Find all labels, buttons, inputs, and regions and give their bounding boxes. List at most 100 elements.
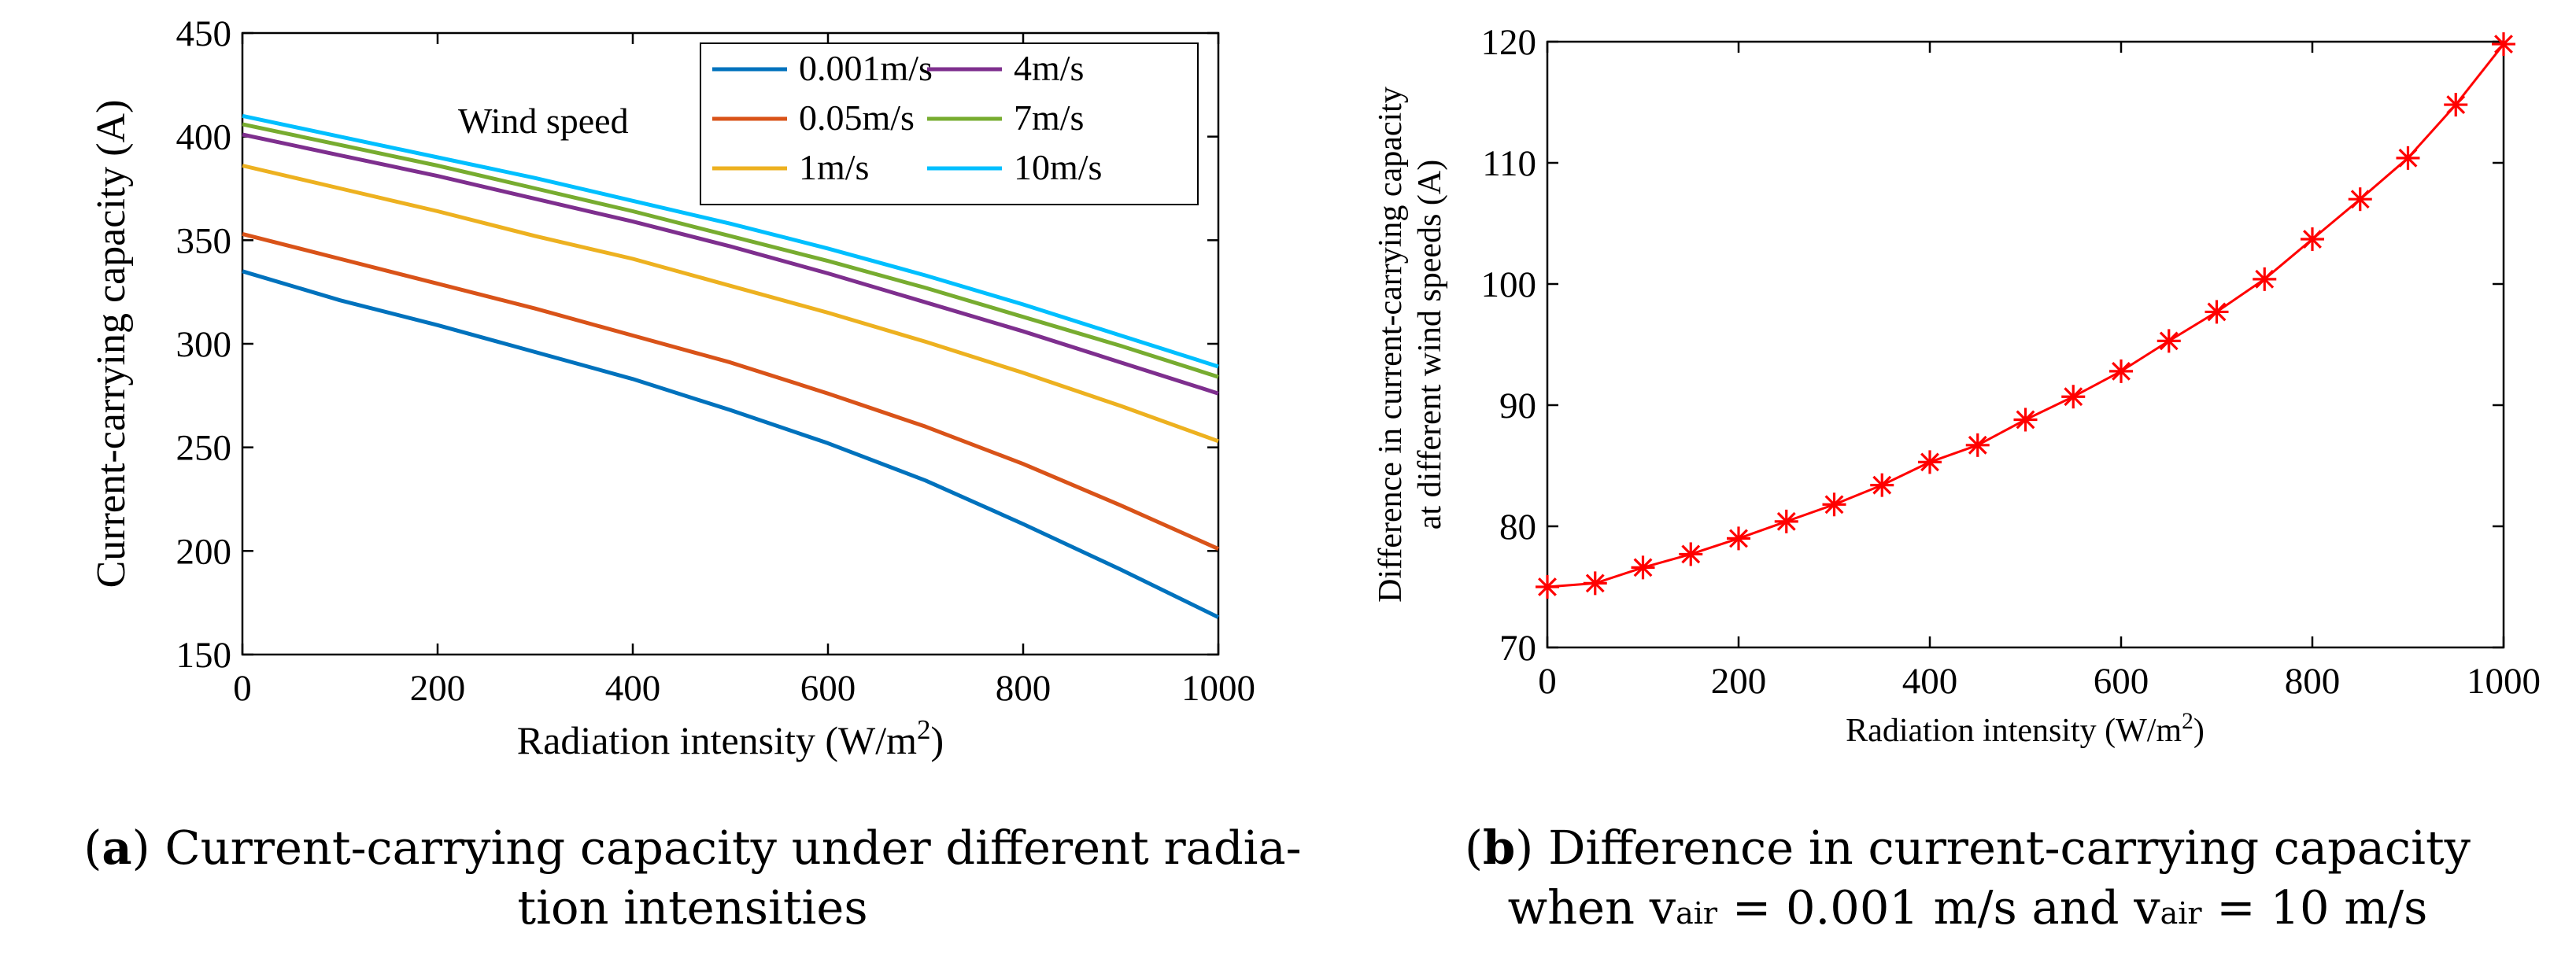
- asterisk-marker: [1583, 571, 1607, 596]
- legend-entries-a: 0.001m/s 0.05m/s 1m/s 4m/s 7m/s 10m/s: [712, 48, 1102, 187]
- y-axis-label-b-line1: Difference in current-carrying capacity: [1373, 87, 1409, 603]
- ticks-b: 0 200 400 600 800 1000 70 80 90 100 110 120: [1481, 22, 2541, 702]
- asterisk-stroke: [1872, 475, 1892, 495]
- caption-a: (a) Current-carrying capacity under diff…: [16, 818, 1369, 938]
- y-tick-label-b: 110: [1482, 143, 1536, 184]
- caption-b-mid: = 0.001 m/s and v: [1717, 880, 2160, 935]
- series-line-0.05m/s: [242, 231, 1220, 551]
- series-line-0.001m/s: [242, 269, 1220, 619]
- series-line-1m/s: [242, 164, 1219, 444]
- y-tick-label-b: 120: [1481, 22, 1537, 63]
- caption-b-letter: b: [1483, 821, 1516, 875]
- x-tick-label-b: 400: [1902, 661, 1958, 702]
- asterisk-stroke: [1824, 495, 1844, 515]
- asterisk-marker: [1965, 433, 1990, 457]
- x-tick-label-a: 400: [605, 668, 661, 709]
- asterisk-marker: [2013, 408, 2038, 432]
- asterisk-stroke: [1920, 452, 1939, 472]
- asterisk-marker: [1727, 526, 1750, 551]
- difference-line: [1547, 43, 2505, 588]
- x-tick-label-a: 1000: [1181, 668, 1255, 709]
- asterisk-marker: [2444, 93, 2468, 117]
- y-tick-label-a: 150: [176, 635, 232, 676]
- caption-b-post: = 10 m/s: [2201, 880, 2428, 935]
- asterisk-marker: [2492, 32, 2515, 57]
- x-tick-label-b: 1000: [2467, 661, 2541, 702]
- asterisk-stroke: [2255, 269, 2275, 289]
- y-tick-label-a: 300: [176, 324, 232, 365]
- caption-b-text1: Difference in current-carrying capacity: [1548, 821, 2471, 875]
- asterisk-stroke: [2398, 148, 2418, 168]
- series-lines-a: [242, 113, 1220, 619]
- legend-label-10m/s: 10m/s: [1014, 147, 1102, 187]
- chart-panel-a: 0 200 400 600 800 1000 150 200 250 300 350 400 450 R…: [89, 13, 1255, 762]
- x-tick-label-b: 600: [2094, 661, 2149, 702]
- asterisk-marker: [1631, 555, 1655, 580]
- asterisk-stroke: [1776, 511, 1796, 531]
- y-tick-label-b: 80: [1499, 507, 1536, 548]
- caption-b-sub1: air: [1676, 896, 1718, 931]
- plot-frame-b: [1546, 40, 2505, 649]
- asterisk-stroke: [2446, 95, 2466, 115]
- asterisk-marker: [2157, 329, 2181, 353]
- y-tick-label-b: 90: [1499, 385, 1536, 426]
- asterisk-marker: [2301, 227, 2324, 252]
- asterisk-marker: [1870, 473, 1894, 497]
- asterisk-stroke: [2016, 410, 2035, 430]
- asterisk-stroke: [2494, 35, 2513, 54]
- asterisk-stroke: [1538, 577, 1557, 596]
- y-tick-label-b: 100: [1481, 264, 1537, 305]
- asterisk-stroke: [1633, 558, 1653, 577]
- asterisk-marker: [2348, 187, 2372, 212]
- caption-b-sub2: air: [2160, 896, 2202, 931]
- asterisk-marker: [1774, 509, 1798, 533]
- x-tick-label-a: 800: [996, 668, 1051, 709]
- asterisk-marker: [1679, 542, 1703, 566]
- legend-label-0.05m/s: 0.05m/s: [799, 98, 915, 138]
- caption-a-text1: Current-carrying capacity under differen…: [164, 821, 1302, 875]
- x-axis-label-b: Radiation intensity (W/m2): [1846, 709, 2205, 749]
- caption-b-line1: (b) Difference in current-carrying capac…: [1464, 821, 2471, 875]
- y-axis-label-b-line2: at different wind speeds (A): [1412, 160, 1448, 529]
- chart-panel-b: 0 200 400 600 800 1000 70 80 90 100 110 120 Radiati…: [1373, 22, 2541, 749]
- asterisk-marker: [2396, 146, 2420, 170]
- asterisk-stroke: [2303, 230, 2322, 249]
- x-tick-label-b: 800: [2285, 661, 2341, 702]
- asterisk-stroke: [1729, 529, 1748, 548]
- caption-a-letter: a: [102, 821, 132, 875]
- legend-label-0.001m/s: 0.001m/s: [799, 48, 933, 88]
- x-tick-label-b: 200: [1711, 661, 1767, 702]
- ticks-a: 0 200 400 600 800 1000 150 200 250 300 350 400 450: [176, 13, 1256, 709]
- series-line-4m/s: [242, 132, 1219, 396]
- series-markers-b: [1536, 32, 2515, 599]
- y-tick-label-a: 450: [176, 13, 232, 54]
- asterisk-stroke: [1681, 544, 1701, 564]
- asterisk-stroke: [1585, 574, 1605, 593]
- asterisk-marker: [1918, 450, 1942, 474]
- caption-b-pre: when v: [1507, 880, 1676, 935]
- asterisk-marker: [1536, 575, 1559, 599]
- x-tick-label-a: 0: [233, 668, 252, 709]
- x-tick-label-a: 200: [410, 668, 466, 709]
- caption-a-line2: tion intensities: [517, 880, 868, 935]
- x-axis-label-a: Radiation intensity (W/m2): [517, 714, 944, 763]
- legend-label-7m/s: 7m/s: [1014, 98, 1084, 138]
- asterisk-stroke: [2159, 331, 2179, 351]
- y-tick-label-a: 400: [176, 117, 232, 158]
- y-tick-label-a: 200: [176, 531, 232, 572]
- asterisk-marker: [1822, 492, 1846, 517]
- asterisk-stroke: [2207, 302, 2227, 322]
- asterisk-marker: [2061, 385, 2086, 409]
- series-line-10m/s: [242, 113, 1219, 369]
- y-axis-label-a: Current-carrying capacity (A): [89, 100, 134, 588]
- legend-label-4m/s: 4m/s: [1014, 48, 1084, 88]
- x-tick-label-b: 0: [1538, 661, 1557, 702]
- x-tick-label-a: 600: [800, 668, 856, 709]
- asterisk-stroke: [2112, 361, 2131, 381]
- y-tick-label-b: 70: [1499, 628, 1536, 669]
- asterisk-marker: [2253, 267, 2277, 291]
- legend-title: Wind speed: [458, 101, 629, 141]
- caption-a-line1: (a) Current-carrying capacity under diff…: [83, 821, 1302, 875]
- asterisk-stroke: [2350, 190, 2370, 209]
